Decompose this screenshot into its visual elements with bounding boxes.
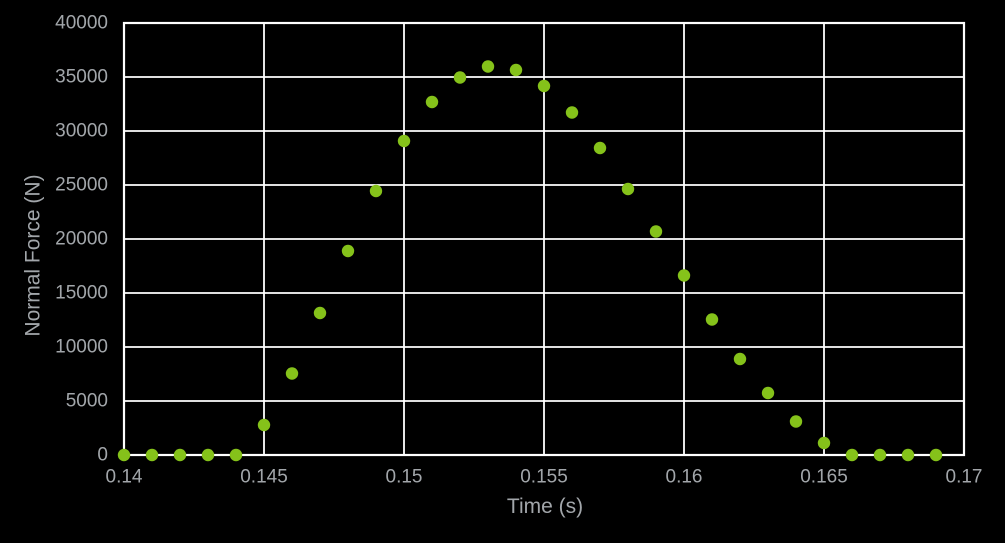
svg-text:20000: 20000 bbox=[55, 229, 108, 250]
svg-text:0.16: 0.16 bbox=[666, 467, 703, 488]
svg-text:0.165: 0.165 bbox=[800, 467, 848, 488]
svg-text:40000: 40000 bbox=[55, 13, 108, 34]
svg-text:30000: 30000 bbox=[55, 121, 108, 142]
svg-text:0.14: 0.14 bbox=[106, 467, 143, 488]
svg-text:0.15: 0.15 bbox=[386, 467, 423, 488]
svg-text:5000: 5000 bbox=[66, 391, 108, 412]
svg-text:Time (s): Time (s) bbox=[507, 495, 583, 518]
svg-text:0: 0 bbox=[97, 445, 108, 466]
svg-text:10000: 10000 bbox=[55, 337, 108, 358]
svg-text:0.155: 0.155 bbox=[520, 467, 568, 488]
svg-text:15000: 15000 bbox=[55, 283, 108, 304]
svg-text:0.145: 0.145 bbox=[240, 467, 288, 488]
svg-text:0.17: 0.17 bbox=[946, 467, 983, 488]
svg-text:25000: 25000 bbox=[55, 175, 108, 196]
svg-text:35000: 35000 bbox=[55, 67, 108, 88]
svg-text:Normal Force (N): Normal Force (N) bbox=[22, 174, 45, 336]
